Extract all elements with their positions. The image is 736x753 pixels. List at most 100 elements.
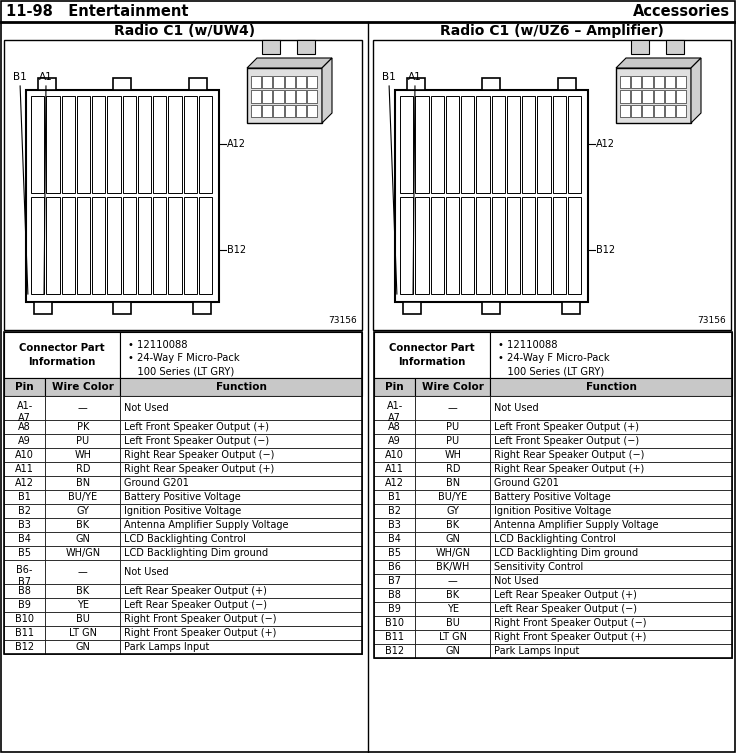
Text: B1: B1 [382,72,396,82]
Text: B7: B7 [388,576,401,586]
Text: A7: A7 [388,413,401,423]
Text: Right Rear Speaker Output (+): Right Rear Speaker Output (+) [495,464,645,474]
Bar [507,96,520,193]
Bar [631,90,641,102]
Bar [490,396,732,420]
Bar [121,612,362,626]
Text: Pin: Pin [15,382,34,392]
Text: WH: WH [74,450,91,460]
Bar [395,90,588,302]
Bar [490,490,732,504]
Bar [92,197,105,294]
Text: A1: A1 [39,72,53,82]
Bar [4,560,45,584]
Text: —: — [78,567,88,577]
Bar [415,448,490,462]
Bar [476,96,489,193]
Text: RD: RD [445,464,460,474]
Bar [4,546,45,560]
Bar [665,90,675,102]
Text: Park Lamps Input: Park Lamps Input [495,646,580,656]
Bar [490,546,732,560]
Bar [34,302,52,314]
Text: LCD Backlighting Dim ground: LCD Backlighting Dim ground [495,548,638,558]
Bar [522,96,535,193]
Text: GY: GY [446,506,459,516]
Text: Antenna Amplifier Supply Voltage: Antenna Amplifier Supply Voltage [124,520,289,530]
Bar [482,302,500,314]
Bar [415,434,490,448]
Text: A10: A10 [15,450,34,460]
Bar [490,462,732,476]
Text: Ground G201: Ground G201 [495,478,559,488]
Text: YE: YE [447,604,459,614]
Text: Battery Positive Voltage: Battery Positive Voltage [124,492,241,502]
Bar [122,96,135,193]
Bar [45,532,121,546]
Bar [490,434,732,448]
Bar [482,78,500,90]
Bar [285,105,294,117]
Bar [31,96,44,193]
Text: BU: BU [446,618,460,628]
Bar [374,518,415,532]
Text: Not Used: Not Used [495,576,539,586]
Bar [643,76,653,88]
Bar [122,197,135,294]
Text: B8: B8 [388,590,401,600]
Text: A1-: A1- [16,401,32,411]
Bar [4,378,45,396]
Bar [553,197,566,294]
Text: GN: GN [75,534,91,544]
Bar [4,434,45,448]
Text: Radio C1 (w/UZ6 – Amplifier): Radio C1 (w/UZ6 – Amplifier) [439,24,663,38]
Text: • 12110088: • 12110088 [128,340,188,350]
Text: Ignition Positive Voltage: Ignition Positive Voltage [124,506,241,516]
Bar [415,462,490,476]
Text: B1: B1 [13,72,27,82]
Text: B1: B1 [388,492,401,502]
Text: B3: B3 [18,520,31,530]
Text: B3: B3 [388,520,401,530]
Bar [4,420,45,434]
Text: • 24-Way F Micro-Pack: • 24-Way F Micro-Pack [128,353,240,363]
Bar [45,518,121,532]
Text: Right Front Speaker Output (+): Right Front Speaker Output (+) [495,632,647,642]
Bar [665,76,675,88]
Text: Right Rear Speaker Output (+): Right Rear Speaker Output (+) [124,464,275,474]
Text: A10: A10 [385,450,404,460]
Bar [38,78,56,90]
Bar [121,546,362,560]
Bar [492,197,505,294]
Text: B10: B10 [15,614,34,624]
Text: Accessories: Accessories [633,4,730,19]
Text: RD: RD [76,464,90,474]
Bar [374,462,415,476]
Text: BU/YE: BU/YE [68,492,97,502]
Bar [189,78,207,90]
Text: LT GN: LT GN [439,632,467,642]
Bar [4,504,45,518]
Text: B2: B2 [388,506,401,516]
Bar [492,96,505,193]
Text: BK: BK [77,520,89,530]
Bar [490,588,732,602]
Bar [262,105,272,117]
Bar [415,476,490,490]
Bar [631,40,649,54]
Bar [490,332,732,378]
Text: B5: B5 [388,548,401,558]
Bar [285,90,294,102]
Bar [374,490,415,504]
Text: Function: Function [586,382,637,392]
Text: Pin: Pin [385,382,404,392]
Bar [431,197,444,294]
Bar [446,96,459,193]
Bar [4,518,45,532]
Bar [121,584,362,598]
Text: B12: B12 [15,642,34,652]
Text: GY: GY [77,506,89,516]
Bar [476,197,489,294]
Bar [45,462,121,476]
Bar [374,644,415,658]
